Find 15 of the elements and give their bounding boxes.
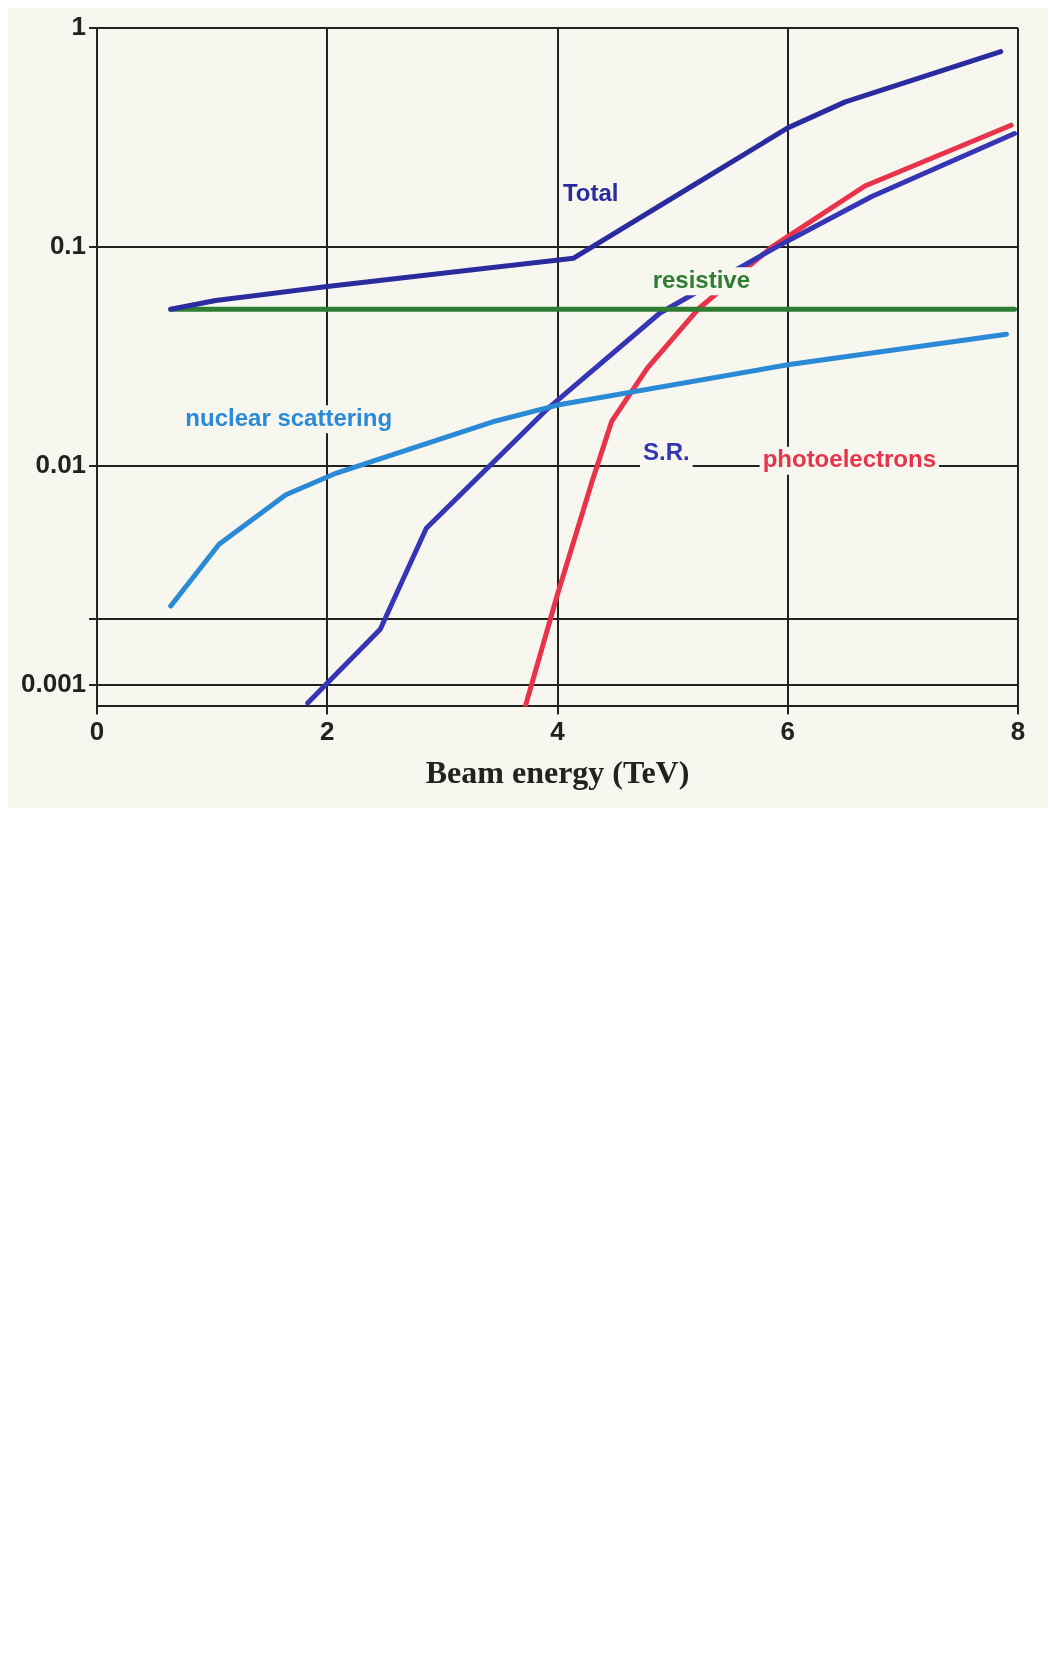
series-label: resistive: [652, 265, 751, 293]
text: photoelectrons: [762, 445, 936, 473]
x-tick-label: 8: [1010, 716, 1026, 747]
x-tick-label: 4: [550, 716, 566, 747]
y-tick-label: 1: [71, 11, 87, 42]
x-axis-title: Beam energy (TeV): [425, 754, 690, 791]
x-tick-label: 6: [780, 716, 795, 747]
y-tick-label: 0.001: [20, 668, 87, 699]
series-label: nuclear scattering: [185, 403, 393, 431]
series-label: Total: [562, 178, 619, 206]
x-tick-label: 2: [320, 716, 335, 747]
x-tick-label: 0: [89, 716, 105, 747]
y-tick-label: 0.1: [49, 230, 87, 261]
y-tick-label: 0.01: [35, 449, 87, 480]
text: S.R.: [643, 438, 690, 466]
